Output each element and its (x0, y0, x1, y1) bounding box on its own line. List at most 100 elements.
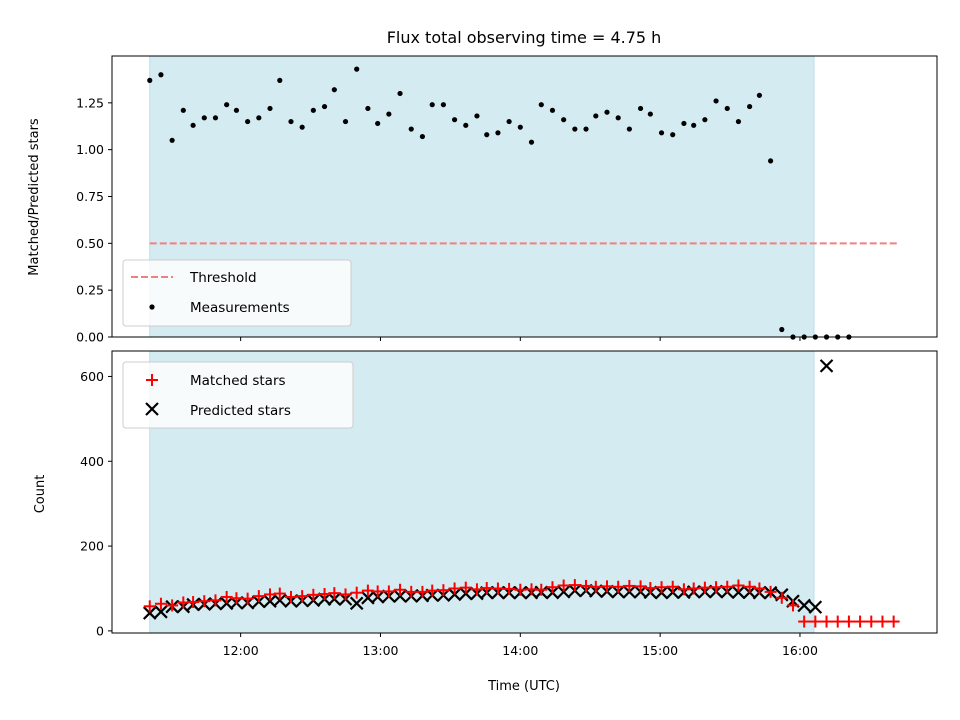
top-legend-box (122, 259, 352, 327)
top-y-ticks: 0.00 0.25 0.50 0.75 1.00 1.25 (76, 95, 112, 345)
legend-predicted-swatch (145, 402, 159, 416)
measurement-point (528, 139, 535, 145)
measurement-point (245, 118, 251, 125)
measurement-point (375, 120, 381, 127)
matched-point (612, 580, 625, 593)
measurement-point (713, 98, 719, 104)
legend-matched-label: Matched stars (190, 373, 286, 389)
matched-point (503, 582, 516, 595)
matched-point (764, 585, 777, 598)
matched-point (568, 579, 581, 592)
top-panel: 0.00 0.25 0.50 0.75 1.00 1.25 Matched/Predict… (27, 55, 938, 345)
matched-point (634, 580, 647, 593)
measurement-point (310, 107, 316, 113)
matched-point (416, 585, 429, 598)
measurement-point (365, 105, 371, 112)
matched-point (459, 581, 472, 594)
matched-point (589, 580, 602, 593)
measurement-point (572, 126, 578, 132)
measurement-point (670, 132, 676, 138)
predicted-point (808, 600, 823, 614)
matched-point (209, 594, 222, 607)
measurement-point (506, 118, 512, 125)
measurement-point (180, 107, 186, 113)
matched-point (753, 582, 766, 595)
matched-point (710, 581, 723, 594)
matched-point (666, 580, 679, 593)
predicted-point (273, 593, 287, 608)
matched-point (842, 615, 855, 628)
measurement-point (604, 109, 610, 115)
measurement-point (463, 122, 469, 128)
x-tick-label: 13:00 (362, 643, 398, 658)
matched-point (284, 590, 297, 603)
predicted-point (797, 598, 811, 613)
measurement-point (190, 122, 196, 128)
predicted-point (349, 596, 364, 611)
predicted-point (142, 606, 157, 620)
bottom-y-tick-label: 400 (80, 454, 104, 469)
matched-point (865, 615, 878, 628)
measurement-point (321, 103, 328, 110)
measurement-point (691, 122, 697, 128)
matched-point (252, 590, 265, 603)
measurement-point (201, 115, 207, 121)
matched-point (220, 590, 233, 603)
matched-point (687, 582, 700, 595)
measurement-point (342, 118, 349, 125)
predicted-point (819, 359, 834, 373)
measurement-point (299, 124, 305, 130)
measurement-point (583, 126, 589, 132)
measurement-point (724, 105, 730, 112)
x-tick-label: 14:00 (502, 643, 538, 658)
matched-point (198, 595, 211, 608)
measurement-point (419, 133, 426, 140)
matched-point (491, 582, 504, 595)
matched-point (143, 600, 156, 613)
matched-point (546, 581, 559, 594)
legend-measurements-swatch (149, 304, 155, 310)
top-y-tick-label: 0.50 (76, 236, 104, 251)
bottom-y-ticks: 0 200 400 600 (80, 369, 112, 638)
matched-point (655, 581, 668, 594)
bottom-panel: 0 200 400 600 12:00 13:00 14:00 15:00 16:00 Cou… (33, 350, 938, 694)
legend-predicted-label: Predicted stars (190, 403, 291, 419)
matched-point (775, 591, 788, 604)
legend-threshold-label: Threshold (189, 270, 257, 286)
measurement-point (408, 126, 414, 132)
x-axis-label: Time (UTC) (487, 679, 560, 694)
measurement-point (386, 111, 392, 117)
measurement-point (354, 66, 360, 72)
x-tick-label: 15:00 (642, 643, 678, 658)
measurement-point (658, 130, 665, 136)
bottom-axes-frame (111, 350, 938, 634)
measurement-point (233, 107, 240, 113)
measurement-point (256, 115, 262, 121)
measurement-point (593, 113, 599, 119)
top-y-tick-label: 0.25 (76, 283, 104, 298)
measurement-point (768, 158, 774, 164)
x-tick-label: 16:00 (782, 643, 818, 658)
predicted-point (731, 585, 746, 600)
matched-point (786, 599, 799, 612)
measurement-point (756, 92, 763, 98)
measurement-point (147, 77, 153, 83)
matched-point (437, 584, 450, 597)
measurement-point (626, 126, 632, 132)
measurement-point (224, 102, 230, 108)
predicted-point (154, 605, 168, 619)
top-y-axis-label: Matched/Predicted stars (27, 118, 42, 276)
matched-point (480, 582, 493, 595)
matched-point (296, 590, 309, 603)
top-x-ticks (240, 337, 801, 341)
matched-point (187, 596, 200, 609)
matched-point (831, 615, 844, 628)
matched-point (448, 582, 461, 595)
matched-point (820, 615, 833, 628)
matched-point (854, 615, 867, 628)
matched-point (166, 599, 179, 612)
measurement-point (397, 90, 403, 97)
matched-point (382, 585, 395, 598)
measurement-point (747, 103, 753, 110)
matched-point (698, 581, 711, 594)
